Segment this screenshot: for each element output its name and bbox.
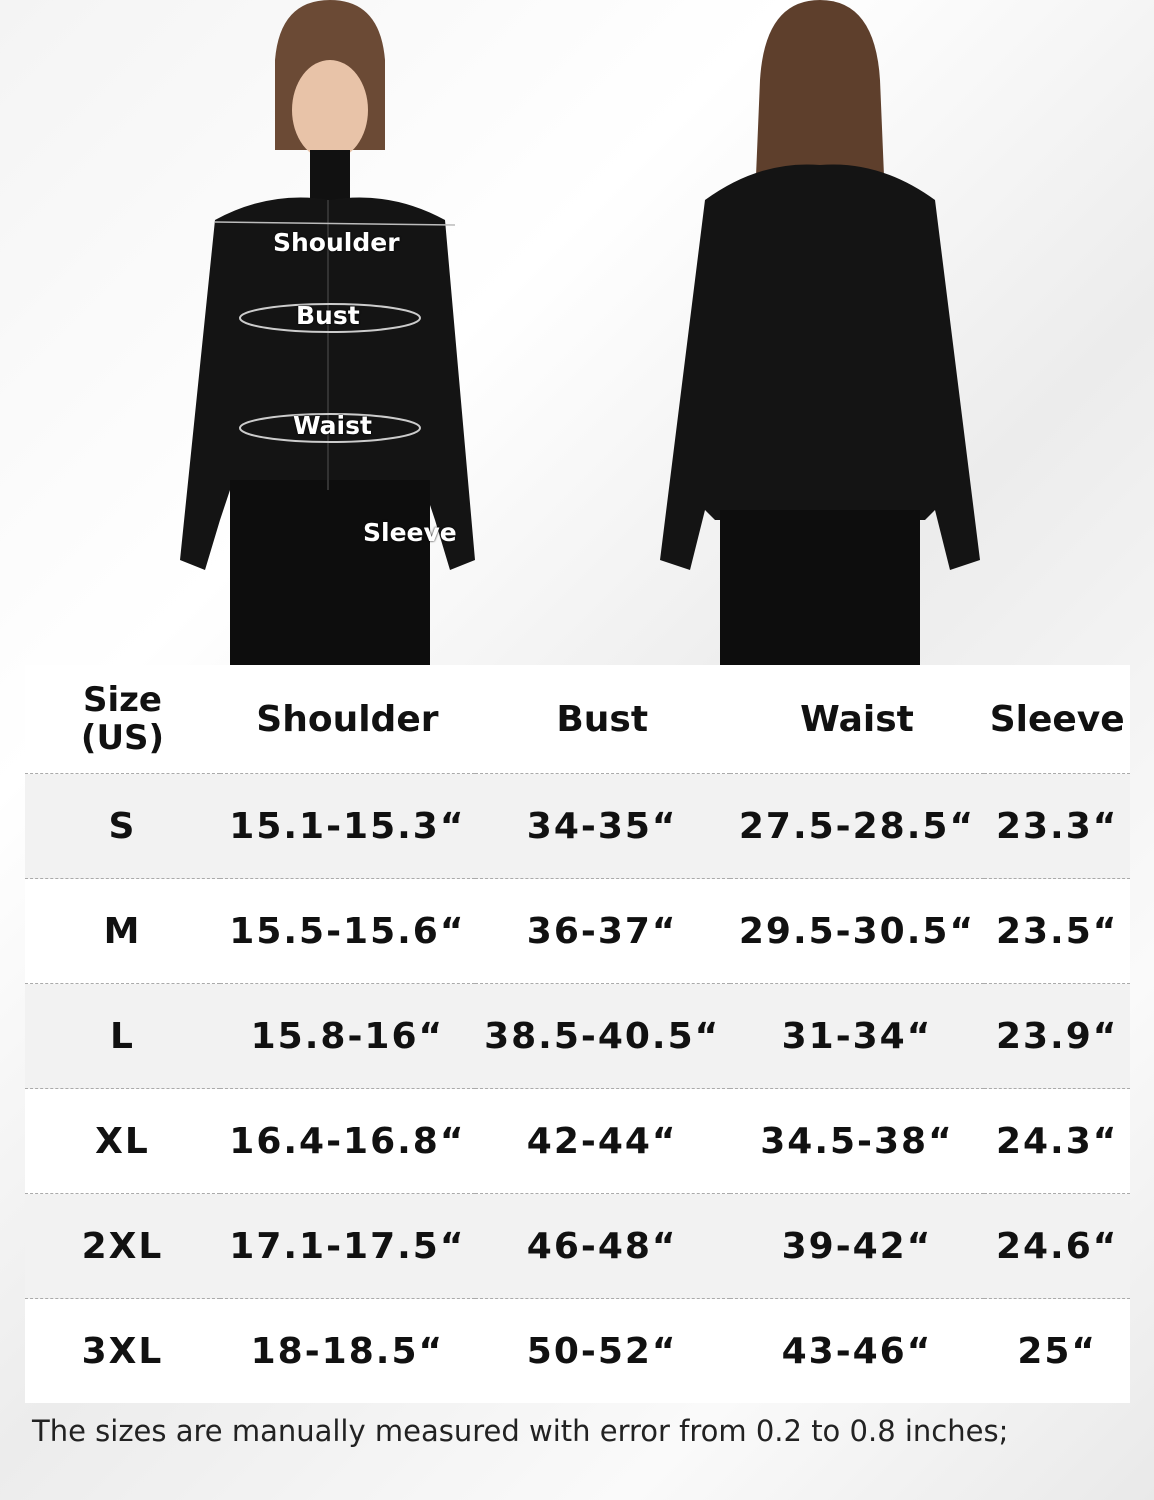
table-row: M 15.5-15.6“ 36-37“ 29.5-30.5“ 23.5“ [25, 878, 1130, 984]
header-size-line1: Size [83, 680, 162, 720]
table-cell: 15.8-16“ [220, 983, 475, 1089]
waist-label: Waist [293, 411, 372, 440]
table-cell: 27.5-28.5“ [729, 773, 985, 879]
table-cell: 46-48“ [474, 1193, 730, 1299]
table-cell: 38.5-40.5“ [474, 983, 730, 1089]
table-cell: 15.1-15.3“ [220, 773, 475, 879]
table-cell: 39-42“ [729, 1193, 985, 1299]
table-cell: 3XL [25, 1298, 220, 1403]
model-back-photo [660, 0, 980, 665]
table-cell: M [25, 878, 220, 984]
table-cell: L [25, 983, 220, 1089]
table-cell: 42-44“ [474, 1088, 730, 1194]
table-cell: 29.5-30.5“ [729, 878, 985, 984]
table-cell: 43-46“ [729, 1298, 985, 1403]
header-size-line2: (US) [80, 718, 165, 758]
table-row: 3XL 18-18.5“ 50-52“ 43-46“ 25“ [25, 1298, 1130, 1403]
size-chart-table: Size (US) Shoulder Bust Waist Sleeve S 15.… [25, 665, 1130, 1403]
header-bust: Bust [556, 698, 649, 740]
measurement-note: The sizes are manually measured with err… [32, 1414, 1009, 1448]
table-row: XL 16.4-16.8“ 42-44“ 34.5-38“ 24.3“ [25, 1088, 1130, 1194]
model-front-photo [180, 0, 475, 665]
header-waist: Waist [800, 698, 914, 740]
table-cell: 23.3“ [984, 773, 1130, 879]
table-cell: 34-35“ [474, 773, 730, 879]
table-cell: 24.6“ [984, 1193, 1130, 1299]
table-cell: 24.3“ [984, 1088, 1130, 1194]
header-shoulder: Shoulder [256, 698, 439, 740]
table-cell: 25“ [984, 1298, 1130, 1403]
table-cell: 16.4-16.8“ [220, 1088, 475, 1194]
table-cell: 34.5-38“ [729, 1088, 985, 1194]
table-row: L 15.8-16“ 38.5-40.5“ 31-34“ 23.9“ [25, 983, 1130, 1089]
table-cell: S [25, 773, 220, 879]
table-row: S 15.1-15.3“ 34-35“ 27.5-28.5“ 23.3“ [25, 773, 1130, 879]
table-cell: XL [25, 1088, 220, 1194]
header-sleeve: Sleeve [989, 698, 1125, 740]
table-cell: 31-34“ [729, 983, 985, 1089]
table-cell: 17.1-17.5“ [220, 1193, 475, 1299]
table-cell: 36-37“ [474, 878, 730, 984]
header-size: Size (US) [25, 665, 220, 774]
sleeve-label: Sleeve [363, 518, 457, 547]
table-cell: 23.9“ [984, 983, 1130, 1089]
table-cell: 23.5“ [984, 878, 1130, 984]
table-cell: 50-52“ [474, 1298, 730, 1403]
table-header-row: Size (US) Shoulder Bust Waist Sleeve [25, 665, 1130, 774]
shoulder-label: Shoulder [273, 228, 400, 257]
bust-label: Bust [296, 301, 360, 330]
table-row: 2XL 17.1-17.5“ 46-48“ 39-42“ 24.6“ [25, 1193, 1130, 1299]
table-cell: 2XL [25, 1193, 220, 1299]
table-cell: 18-18.5“ [220, 1298, 475, 1403]
table-cell: 15.5-15.6“ [220, 878, 475, 984]
